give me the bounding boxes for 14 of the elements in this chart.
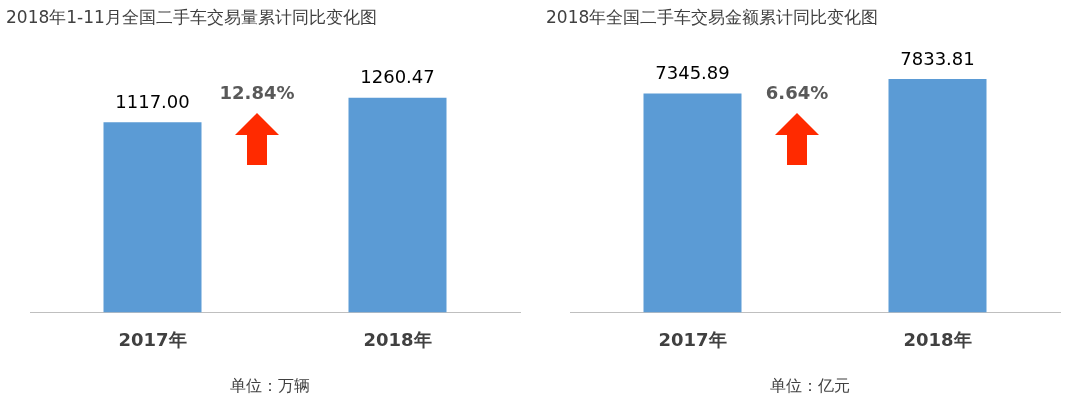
chart-title: 2018年全国二手车交易金额累计同比变化图 (546, 6, 879, 29)
chart-title: 2018年1-11月全国二手车交易量累计同比变化图 (6, 6, 377, 29)
x-tick-label: 2018年 (903, 328, 972, 350)
annotation: 12.84% (218, 82, 296, 103)
data-label: 7833.81 (900, 47, 975, 69)
data-label: 1117.00 (115, 90, 190, 112)
data-label: 1260.47 (360, 66, 435, 88)
x-tick-label: 2018年 (363, 328, 432, 350)
annotation: 6.64% (764, 82, 830, 103)
data-label: 7345.89 (655, 62, 730, 84)
text: 单位：万辆 (229, 376, 311, 397)
x-tick-label: 2017年 (658, 328, 727, 350)
x-tick-label: 2017年 (118, 328, 187, 350)
text: 单位：亿元 (769, 376, 851, 397)
